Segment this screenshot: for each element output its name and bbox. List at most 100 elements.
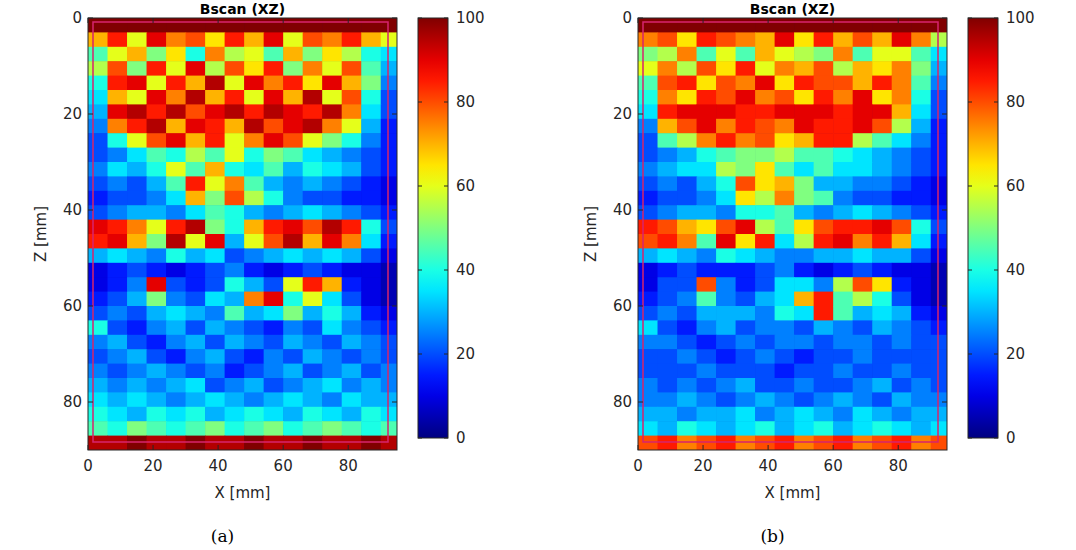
cell bbox=[166, 61, 186, 76]
colorbar-tick-label: 40 bbox=[456, 261, 475, 279]
cell bbox=[853, 176, 873, 191]
cell bbox=[186, 191, 206, 206]
cell bbox=[361, 392, 381, 407]
cell bbox=[147, 392, 167, 407]
cell bbox=[931, 148, 947, 163]
cell bbox=[794, 234, 814, 249]
cell bbox=[677, 320, 697, 335]
cell bbox=[361, 277, 381, 292]
cell bbox=[283, 191, 303, 206]
cell bbox=[794, 335, 814, 350]
cell bbox=[381, 119, 397, 134]
y-tick-label: 40 bbox=[63, 201, 82, 219]
cell bbox=[361, 320, 381, 335]
cell bbox=[892, 263, 912, 278]
cell bbox=[716, 364, 736, 379]
cell bbox=[638, 421, 658, 436]
cell bbox=[108, 133, 128, 148]
cell bbox=[872, 263, 892, 278]
cell bbox=[205, 76, 225, 91]
cell bbox=[911, 47, 931, 62]
cell bbox=[205, 234, 225, 249]
cell bbox=[361, 378, 381, 393]
cell bbox=[833, 61, 853, 76]
cell bbox=[658, 148, 678, 163]
colorbar-tick-label: 80 bbox=[456, 93, 475, 111]
cell bbox=[736, 392, 756, 407]
cell bbox=[303, 306, 323, 321]
cell bbox=[814, 162, 834, 177]
cell bbox=[892, 162, 912, 177]
cell bbox=[147, 176, 167, 191]
cell bbox=[322, 61, 342, 76]
cell bbox=[127, 162, 147, 177]
cell bbox=[755, 104, 775, 119]
cell bbox=[205, 335, 225, 350]
colorbar-tick bbox=[418, 354, 422, 355]
cell bbox=[264, 162, 284, 177]
cell bbox=[108, 364, 128, 379]
x-tick-label: 80 bbox=[339, 457, 358, 475]
cell bbox=[381, 162, 397, 177]
cell bbox=[147, 277, 167, 292]
cell bbox=[697, 32, 717, 47]
cell bbox=[147, 205, 167, 220]
cell bbox=[264, 90, 284, 105]
cell bbox=[638, 133, 658, 148]
cell bbox=[872, 436, 892, 450]
cell bbox=[892, 248, 912, 263]
cell bbox=[166, 292, 186, 307]
cell bbox=[108, 407, 128, 422]
cell bbox=[322, 392, 342, 407]
cell bbox=[755, 220, 775, 235]
colorbar-tick bbox=[444, 102, 448, 103]
cell bbox=[186, 306, 206, 321]
cell bbox=[88, 220, 108, 235]
cell bbox=[342, 263, 362, 278]
x-tick-label: 80 bbox=[889, 457, 908, 475]
cell bbox=[697, 18, 717, 33]
cell bbox=[872, 162, 892, 177]
cell bbox=[205, 90, 225, 105]
cell bbox=[736, 234, 756, 249]
cell bbox=[186, 119, 206, 134]
cell bbox=[638, 61, 658, 76]
cell bbox=[147, 90, 167, 105]
cell bbox=[342, 90, 362, 105]
cell bbox=[88, 263, 108, 278]
cell bbox=[892, 364, 912, 379]
cell bbox=[638, 90, 658, 105]
cell bbox=[88, 364, 108, 379]
cell bbox=[814, 205, 834, 220]
cell bbox=[911, 378, 931, 393]
x-tick bbox=[703, 18, 704, 23]
cell bbox=[658, 18, 678, 33]
cell bbox=[381, 349, 397, 364]
cell bbox=[264, 234, 284, 249]
cell bbox=[931, 277, 947, 292]
x-tick bbox=[638, 18, 639, 23]
cell bbox=[303, 32, 323, 47]
cell bbox=[697, 148, 717, 163]
cell bbox=[127, 220, 147, 235]
cell bbox=[127, 263, 147, 278]
cell bbox=[775, 162, 795, 177]
cell bbox=[322, 234, 342, 249]
cell bbox=[638, 292, 658, 307]
cell bbox=[911, 392, 931, 407]
cell bbox=[108, 436, 128, 450]
colorbar-tick bbox=[968, 270, 972, 271]
cell bbox=[322, 104, 342, 119]
cell bbox=[127, 306, 147, 321]
cell bbox=[147, 306, 167, 321]
cell bbox=[658, 335, 678, 350]
cell bbox=[225, 421, 245, 436]
cell bbox=[205, 306, 225, 321]
y-tick bbox=[638, 114, 643, 115]
cell bbox=[658, 378, 678, 393]
cell bbox=[755, 349, 775, 364]
cell bbox=[244, 421, 264, 436]
cell bbox=[381, 90, 397, 105]
cell bbox=[108, 292, 128, 307]
cell bbox=[892, 76, 912, 91]
